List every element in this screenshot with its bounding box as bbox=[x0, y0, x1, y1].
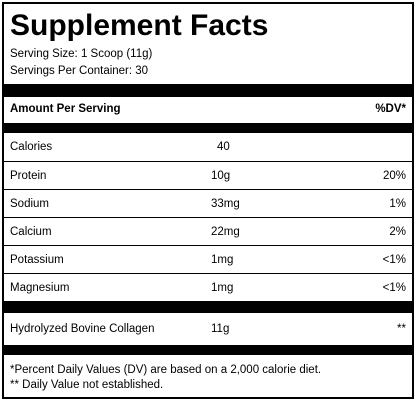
nutrient-name: Potassium bbox=[10, 254, 64, 266]
supplement-facts-panel: Supplement Facts Serving Size: 1 Scoop (… bbox=[2, 2, 414, 399]
amount-per-serving-header: Amount Per Serving bbox=[10, 103, 121, 115]
nutrient-dv: <1% bbox=[382, 282, 406, 294]
ingredient-row: Hydrolyzed Bovine Collagen 11g ** bbox=[4, 313, 412, 345]
serving-size: Serving Size: 1 Scoop (11g) bbox=[10, 48, 153, 60]
panel-title: Supplement Facts bbox=[10, 9, 269, 42]
thick-divider bbox=[4, 345, 412, 355]
footnote-not-established: ** Daily Value not established. bbox=[10, 379, 164, 391]
nutrient-row: Sodium 33mg 1% bbox=[4, 189, 412, 217]
ingredient-dv: ** bbox=[397, 323, 406, 335]
column-header-row: Amount Per Serving %DV* bbox=[4, 97, 412, 123]
nutrient-row: Calcium 22mg 2% bbox=[4, 217, 412, 245]
nutrient-dv: <1% bbox=[382, 254, 406, 266]
nutrient-amount: 33mg bbox=[211, 198, 240, 210]
nutrient-name: Calories bbox=[10, 141, 53, 153]
thick-divider bbox=[4, 301, 412, 313]
ingredient-amount: 11g bbox=[211, 323, 230, 335]
daily-value-header: %DV* bbox=[375, 103, 406, 115]
nutrient-row: Potassium 1mg <1% bbox=[4, 245, 412, 273]
nutrient-name: Sodium bbox=[10, 198, 49, 210]
nutrient-dv: 1% bbox=[389, 198, 406, 210]
nutrient-name: Calcium bbox=[10, 226, 52, 238]
nutrient-name: Magnesium bbox=[10, 282, 70, 294]
nutrient-name: Protein bbox=[10, 170, 47, 182]
nutrient-dv: 20% bbox=[382, 170, 406, 182]
nutrient-amount: 10g bbox=[211, 170, 231, 182]
thick-divider bbox=[4, 123, 412, 133]
ingredient-name: Hydrolyzed Bovine Collagen bbox=[10, 323, 155, 335]
nutrient-amount: 1mg bbox=[211, 282, 234, 294]
nutrient-dv: 2% bbox=[389, 226, 406, 238]
nutrient-amount: 22mg bbox=[211, 226, 240, 238]
nutrient-amount: 1mg bbox=[211, 254, 234, 266]
nutrient-row: Calories 40 bbox=[4, 133, 412, 161]
servings-per-container: Servings Per Container: 30 bbox=[10, 65, 149, 77]
nutrient-amount: 40 bbox=[217, 141, 230, 153]
nutrient-row: Protein 10g 20% bbox=[4, 161, 412, 189]
footnote-dv: *Percent Daily Values (DV) are based on … bbox=[10, 364, 322, 376]
nutrient-row: Magnesium 1mg <1% bbox=[4, 273, 412, 301]
thick-divider bbox=[4, 84, 412, 97]
